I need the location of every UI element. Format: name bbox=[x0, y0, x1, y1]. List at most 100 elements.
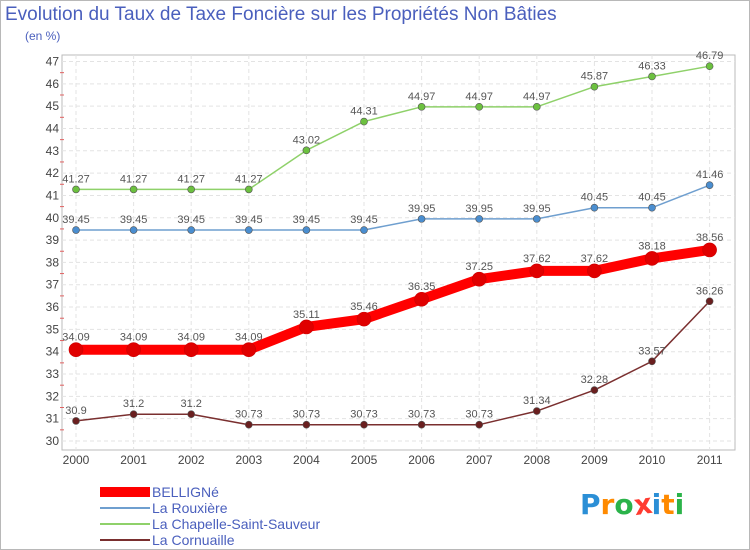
plot-area bbox=[61, 54, 736, 451]
data-point bbox=[360, 420, 368, 429]
y-tick-label: 36 bbox=[46, 300, 60, 314]
x-tick-label: 2001 bbox=[120, 453, 147, 467]
data-label: 31.2 bbox=[180, 398, 201, 410]
data-label: 40.45 bbox=[581, 192, 609, 204]
x-tick-label: 2008 bbox=[523, 453, 550, 467]
data-point bbox=[299, 319, 314, 335]
data-label: 39.45 bbox=[293, 214, 321, 226]
legend-label-la-rouxiere: La Rouxière bbox=[152, 500, 228, 516]
y-tick-label: 35 bbox=[46, 322, 60, 336]
data-point bbox=[417, 420, 426, 429]
data-point bbox=[241, 342, 257, 357]
data-label: 34.09 bbox=[235, 332, 263, 344]
data-label: 39.45 bbox=[177, 214, 205, 226]
y-tick-label: 42 bbox=[46, 166, 60, 180]
data-label: 34.09 bbox=[177, 332, 205, 344]
data-point bbox=[302, 226, 311, 234]
data-point bbox=[648, 357, 656, 366]
data-point bbox=[475, 420, 484, 429]
data-point bbox=[475, 215, 484, 223]
x-tick-label: 2002 bbox=[178, 453, 205, 467]
data-label: 39.95 bbox=[408, 203, 436, 215]
data-label: 31.2 bbox=[123, 398, 144, 410]
y-tick-label: 45 bbox=[46, 99, 60, 113]
data-label: 32.28 bbox=[581, 374, 609, 386]
x-tick-label: 2007 bbox=[466, 453, 493, 467]
data-label: 34.09 bbox=[62, 332, 90, 344]
series-line bbox=[75, 65, 711, 191]
data-point bbox=[590, 82, 599, 91]
data-point bbox=[183, 342, 199, 357]
data-label: 33.57 bbox=[638, 345, 666, 357]
data-point bbox=[414, 291, 429, 307]
y-tick-label: 32 bbox=[46, 389, 60, 403]
legend-label-belligne: BELLIGNé bbox=[152, 484, 219, 500]
legend-swatch-belligne bbox=[100, 487, 150, 497]
data-label: 38.18 bbox=[638, 240, 666, 252]
data-label: 36.26 bbox=[696, 285, 724, 297]
data-point bbox=[590, 203, 599, 212]
data-label: 41.27 bbox=[62, 173, 90, 185]
data-point bbox=[360, 226, 368, 234]
data-label: 41.46 bbox=[696, 169, 724, 181]
y-tick-label: 41 bbox=[46, 188, 60, 202]
x-tick-label: 2005 bbox=[351, 453, 378, 467]
data-point bbox=[475, 103, 484, 111]
chart-unit-label: (en %) bbox=[25, 29, 61, 43]
data-point bbox=[360, 117, 368, 126]
data-point bbox=[302, 420, 311, 429]
data-label: 46.79 bbox=[696, 50, 724, 62]
x-tick-label: 2010 bbox=[639, 453, 666, 467]
legend-label-la-cornuaille: La Cornuaille bbox=[152, 532, 235, 548]
data-label: 30.73 bbox=[235, 409, 263, 421]
y-tick-label: 47 bbox=[46, 55, 60, 69]
data-point bbox=[587, 263, 602, 279]
data-point bbox=[245, 226, 253, 234]
x-tick-label: 2003 bbox=[235, 453, 262, 467]
data-point bbox=[72, 417, 80, 425]
data-label: 34.09 bbox=[120, 332, 148, 344]
series-line bbox=[71, 244, 715, 355]
y-tick-label: 38 bbox=[46, 255, 60, 269]
data-point bbox=[356, 311, 372, 327]
data-label: 38.56 bbox=[696, 232, 724, 244]
data-point bbox=[187, 410, 195, 419]
data-point bbox=[417, 103, 426, 111]
data-label: 44.97 bbox=[408, 91, 436, 103]
data-label: 30.73 bbox=[293, 409, 321, 421]
y-tick-label: 34 bbox=[46, 345, 60, 359]
data-label: 39.45 bbox=[235, 214, 263, 226]
data-label: 44.31 bbox=[350, 106, 378, 118]
y-tick-label: 31 bbox=[46, 412, 60, 426]
data-point bbox=[129, 410, 138, 419]
data-label: 30.9 bbox=[65, 405, 86, 417]
series-line bbox=[75, 300, 711, 426]
logo-letter: x bbox=[631, 486, 654, 523]
data-point bbox=[72, 185, 80, 194]
data-point bbox=[532, 215, 541, 223]
y-tick-label: 30 bbox=[46, 434, 60, 448]
data-label: 39.45 bbox=[62, 214, 90, 226]
data-point bbox=[702, 242, 717, 258]
data-label: 44.97 bbox=[523, 91, 551, 103]
data-point bbox=[129, 185, 138, 194]
logo-letter: i bbox=[674, 488, 685, 521]
legend-swatch-la-chapelle-saint-sauveur bbox=[100, 523, 150, 525]
data-label: 39.45 bbox=[120, 214, 148, 226]
data-point bbox=[129, 226, 138, 234]
data-point bbox=[705, 181, 714, 189]
data-point bbox=[471, 271, 487, 287]
logo-letter: t bbox=[661, 488, 675, 521]
legend-label-la-chapelle-saint-sauveur: La Chapelle-Saint-Sauveur bbox=[152, 516, 321, 532]
data-point bbox=[648, 72, 656, 81]
data-point bbox=[245, 420, 253, 429]
data-point bbox=[187, 185, 195, 194]
data-label: 41.27 bbox=[120, 173, 148, 185]
y-tick-label: 33 bbox=[46, 367, 60, 381]
data-point bbox=[417, 215, 426, 223]
legend-swatch-la-rouxiere bbox=[100, 507, 150, 509]
data-label: 31.34 bbox=[523, 395, 551, 407]
x-tick-label: 2000 bbox=[63, 453, 90, 467]
y-tick-label: 44 bbox=[46, 121, 60, 135]
